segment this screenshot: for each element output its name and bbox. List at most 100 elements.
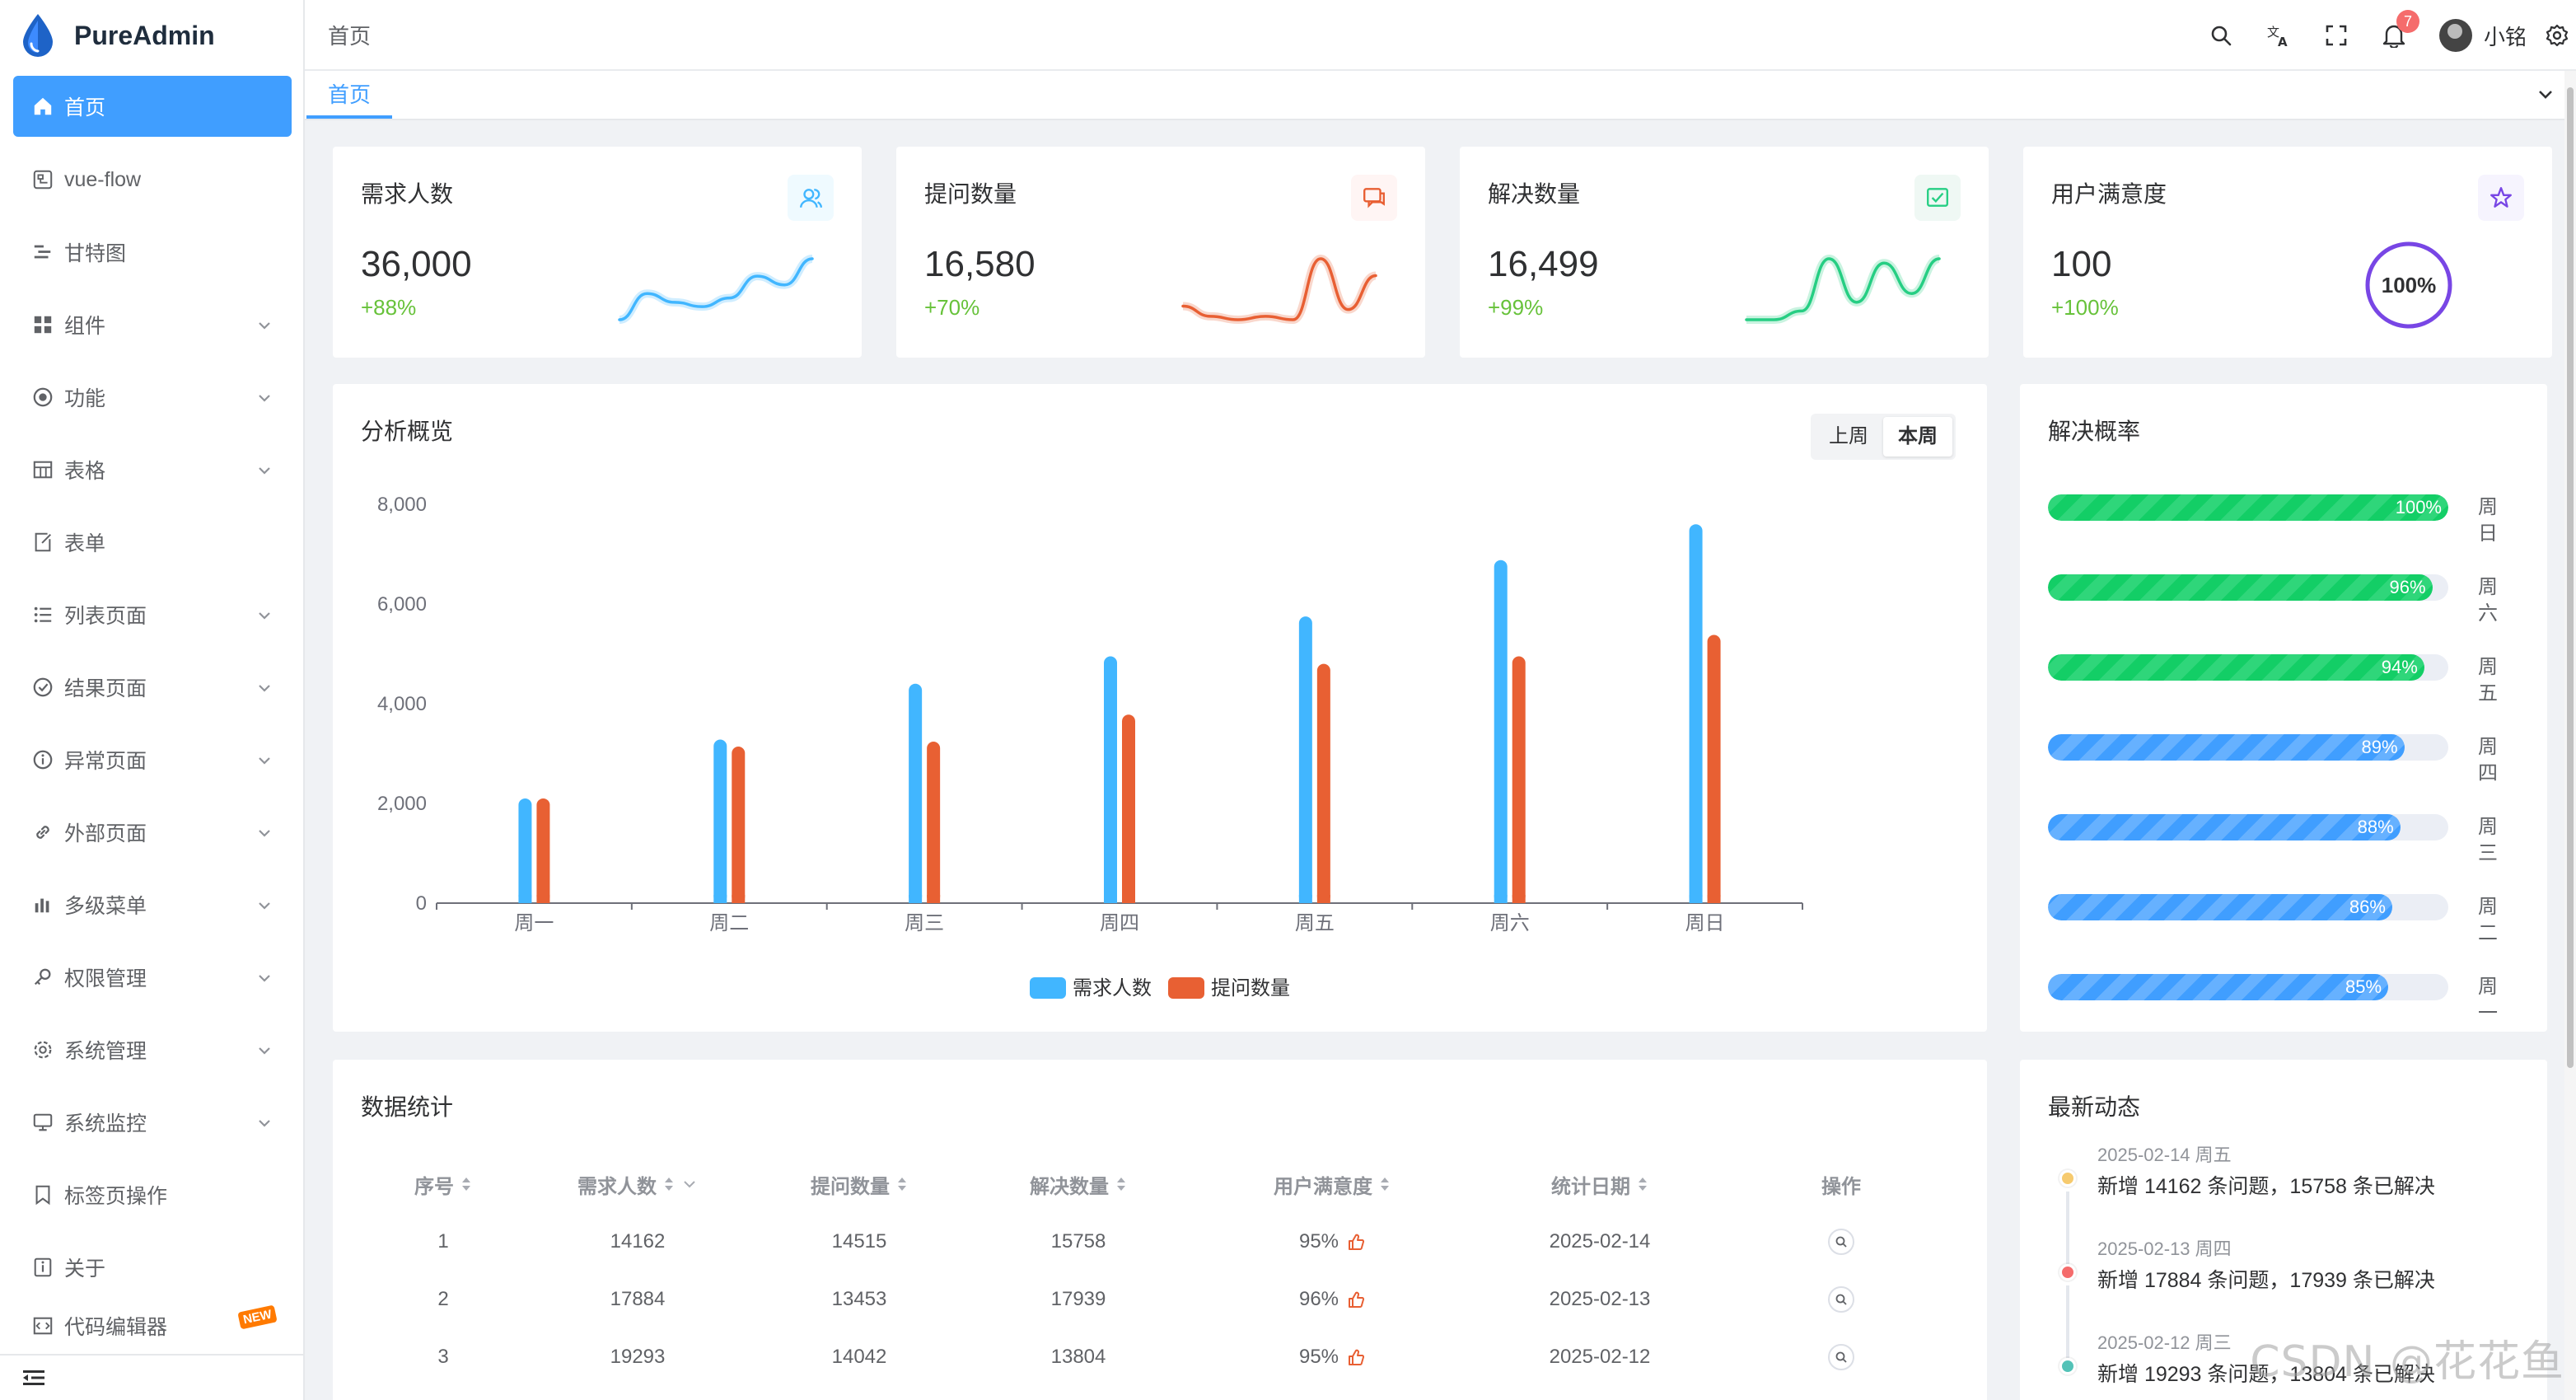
chevron-down-icon <box>259 467 270 475</box>
bar-提问数量 <box>927 741 941 903</box>
table-cell: 3 <box>361 1346 526 1369</box>
page-scrollbar[interactable] <box>2564 71 2576 1400</box>
progress-fill: 88% <box>2048 814 2401 840</box>
view-detail-button[interactable] <box>1828 1229 1854 1255</box>
column-header[interactable]: 需求人数 <box>526 1170 750 1199</box>
sidebar-item-1[interactable]: vue-flow <box>0 143 303 216</box>
new-badge: NEW <box>237 1304 278 1330</box>
sidebar-item-11[interactable]: 多级菜单 <box>0 869 303 941</box>
sidebar-item-label: 甘特图 <box>64 242 127 265</box>
sidebar-item-8[interactable]: 结果页面 <box>0 651 303 723</box>
chevron-down-icon <box>259 612 270 620</box>
progress-percent: 86% <box>2349 897 2386 917</box>
bar-需求人数 <box>518 798 532 903</box>
sidebar-item-5[interactable]: 表格 <box>0 433 303 506</box>
sidebar-item-17[interactable]: 代码编辑器 NEW <box>0 1304 303 1348</box>
bar-base <box>732 895 746 903</box>
column-header-label: 统计日期 <box>1551 1175 1630 1198</box>
sort-icon[interactable] <box>663 1175 675 1193</box>
sidebar-item-9[interactable]: 异常页面 <box>0 723 303 796</box>
table-cell: 17939 <box>969 1288 1188 1311</box>
column-header-label: 用户满意度 <box>1274 1175 1372 1198</box>
overview-card: 分析概览 上周 本周 0 2,000 4,000 6,000 8,000 周一 周二 周三 周四… <box>333 384 1987 1032</box>
sidebar-item-3[interactable]: 组件 <box>0 288 303 361</box>
sidebar-item-0[interactable]: 首页 <box>13 76 292 137</box>
this-week-option[interactable]: 本周 <box>1883 417 1952 457</box>
chevron-down-icon[interactable] <box>2536 86 2555 104</box>
stat-value: 16,499 <box>1488 244 1599 284</box>
sidebar-item-2[interactable]: 甘特图 <box>0 216 303 288</box>
progress-percent: 89% <box>2361 737 2398 757</box>
sidebar-item-10[interactable]: 外部页面 <box>0 796 303 869</box>
column-header: 操作 <box>1723 1170 1959 1199</box>
timeline-text: 新增 14162 条问题，15758 条已解决 <box>2097 1175 2435 1198</box>
timeline-date: 2025-02-12 周三 <box>2097 1332 2232 1353</box>
sidebar: PureAdmin 首页 vue-flow 甘特图组件 功能表格表单 列表页面 结果页面异… <box>0 0 305 1400</box>
cell-text: 13453 <box>831 1288 887 1310</box>
cell-text: 95% <box>1298 1346 1339 1368</box>
timeline-date: 2025-02-14 周五 <box>2097 1145 2232 1165</box>
sidebar-item-label: 表格 <box>64 460 106 483</box>
scrollbar-thumb[interactable] <box>2567 87 2574 1068</box>
table-cell: 17884 <box>526 1288 750 1311</box>
sidebar-item-label: 关于 <box>64 1257 106 1281</box>
sidebar-item-4[interactable]: 功能 <box>0 361 303 433</box>
sidebar-item-15[interactable]: 标签页操作 <box>0 1159 303 1231</box>
week-toggle[interactable]: 上周 本周 <box>1811 414 1956 460</box>
sort-icon[interactable] <box>1115 1175 1127 1193</box>
sort-icon[interactable] <box>1637 1175 1648 1193</box>
chat-icon <box>1351 175 1397 221</box>
sidebar-item-12[interactable]: 权限管理 <box>0 941 303 1014</box>
timeline-connector <box>2066 1192 2069 1266</box>
bar-base <box>1707 895 1721 903</box>
bar-base <box>1298 895 1312 903</box>
sidebar-item-7[interactable]: 列表页面 <box>0 578 303 651</box>
rate-title: 解决概率 <box>2048 419 2141 444</box>
bar-base <box>1689 895 1703 903</box>
filter-chevron-icon[interactable] <box>681 1176 698 1192</box>
tag-home[interactable]: 首页 <box>306 71 392 119</box>
sidebar-item-13[interactable]: 系统管理 <box>0 1014 303 1086</box>
sort-icon[interactable] <box>896 1175 908 1193</box>
sort-icon[interactable] <box>1379 1175 1391 1193</box>
progress-track: 88% <box>2048 814 2448 840</box>
breadcrumb[interactable]: 首页 <box>328 23 372 49</box>
progress-row: 94% 周五 <box>2048 651 2498 705</box>
column-header[interactable]: 用户满意度 <box>1188 1170 1476 1199</box>
cell-text: 14162 <box>610 1230 666 1253</box>
star-icon <box>2478 175 2524 221</box>
y-tick-label: 2,000 <box>377 793 427 815</box>
notification-button[interactable]: 7 <box>2365 0 2423 71</box>
cell-text: 2025-02-12 <box>1549 1346 1651 1368</box>
progress-day: 周四 <box>2478 736 2498 784</box>
last-week-option[interactable]: 上周 <box>1829 425 1868 447</box>
column-header[interactable]: 统计日期 <box>1476 1170 1723 1199</box>
settings-button[interactable] <box>2538 0 2576 71</box>
sidebar-item-14[interactable]: 系统监控 <box>0 1086 303 1159</box>
sidebar-item-6[interactable]: 表单 <box>0 506 303 578</box>
progress-percent: 96% <box>2389 577 2426 597</box>
stat-card-3: 用户满意度 100 +100% 100% <box>2023 147 2552 358</box>
search-button[interactable] <box>2192 0 2250 71</box>
collapse-sidebar-button[interactable] <box>0 1354 303 1400</box>
legend-label: 需求人数 <box>1073 977 1152 1000</box>
logo[interactable]: PureAdmin <box>0 0 303 71</box>
column-header-label: 需求人数 <box>577 1175 657 1198</box>
column-header[interactable]: 序号 <box>361 1170 526 1199</box>
flow-icon <box>31 168 54 191</box>
timeline-text: 新增 17884 条问题，17939 条已解决 <box>2097 1269 2435 1292</box>
sidebar-item-16[interactable]: 关于 <box>0 1231 303 1304</box>
cell-text: 17884 <box>610 1288 666 1310</box>
bar-base <box>536 895 550 903</box>
column-header[interactable]: 提问数量 <box>750 1170 969 1199</box>
sort-icon[interactable] <box>461 1175 472 1193</box>
view-detail-button[interactable] <box>1828 1344 1854 1370</box>
user-menu[interactable]: 小铭 <box>2438 19 2527 52</box>
view-detail-button[interactable] <box>1828 1286 1854 1313</box>
fullscreen-button[interactable] <box>2307 0 2365 71</box>
column-header[interactable]: 解决数量 <box>969 1170 1188 1199</box>
legend-label: 提问数量 <box>1211 977 1290 1000</box>
progress-row: 89% 周四 <box>2048 731 2498 784</box>
